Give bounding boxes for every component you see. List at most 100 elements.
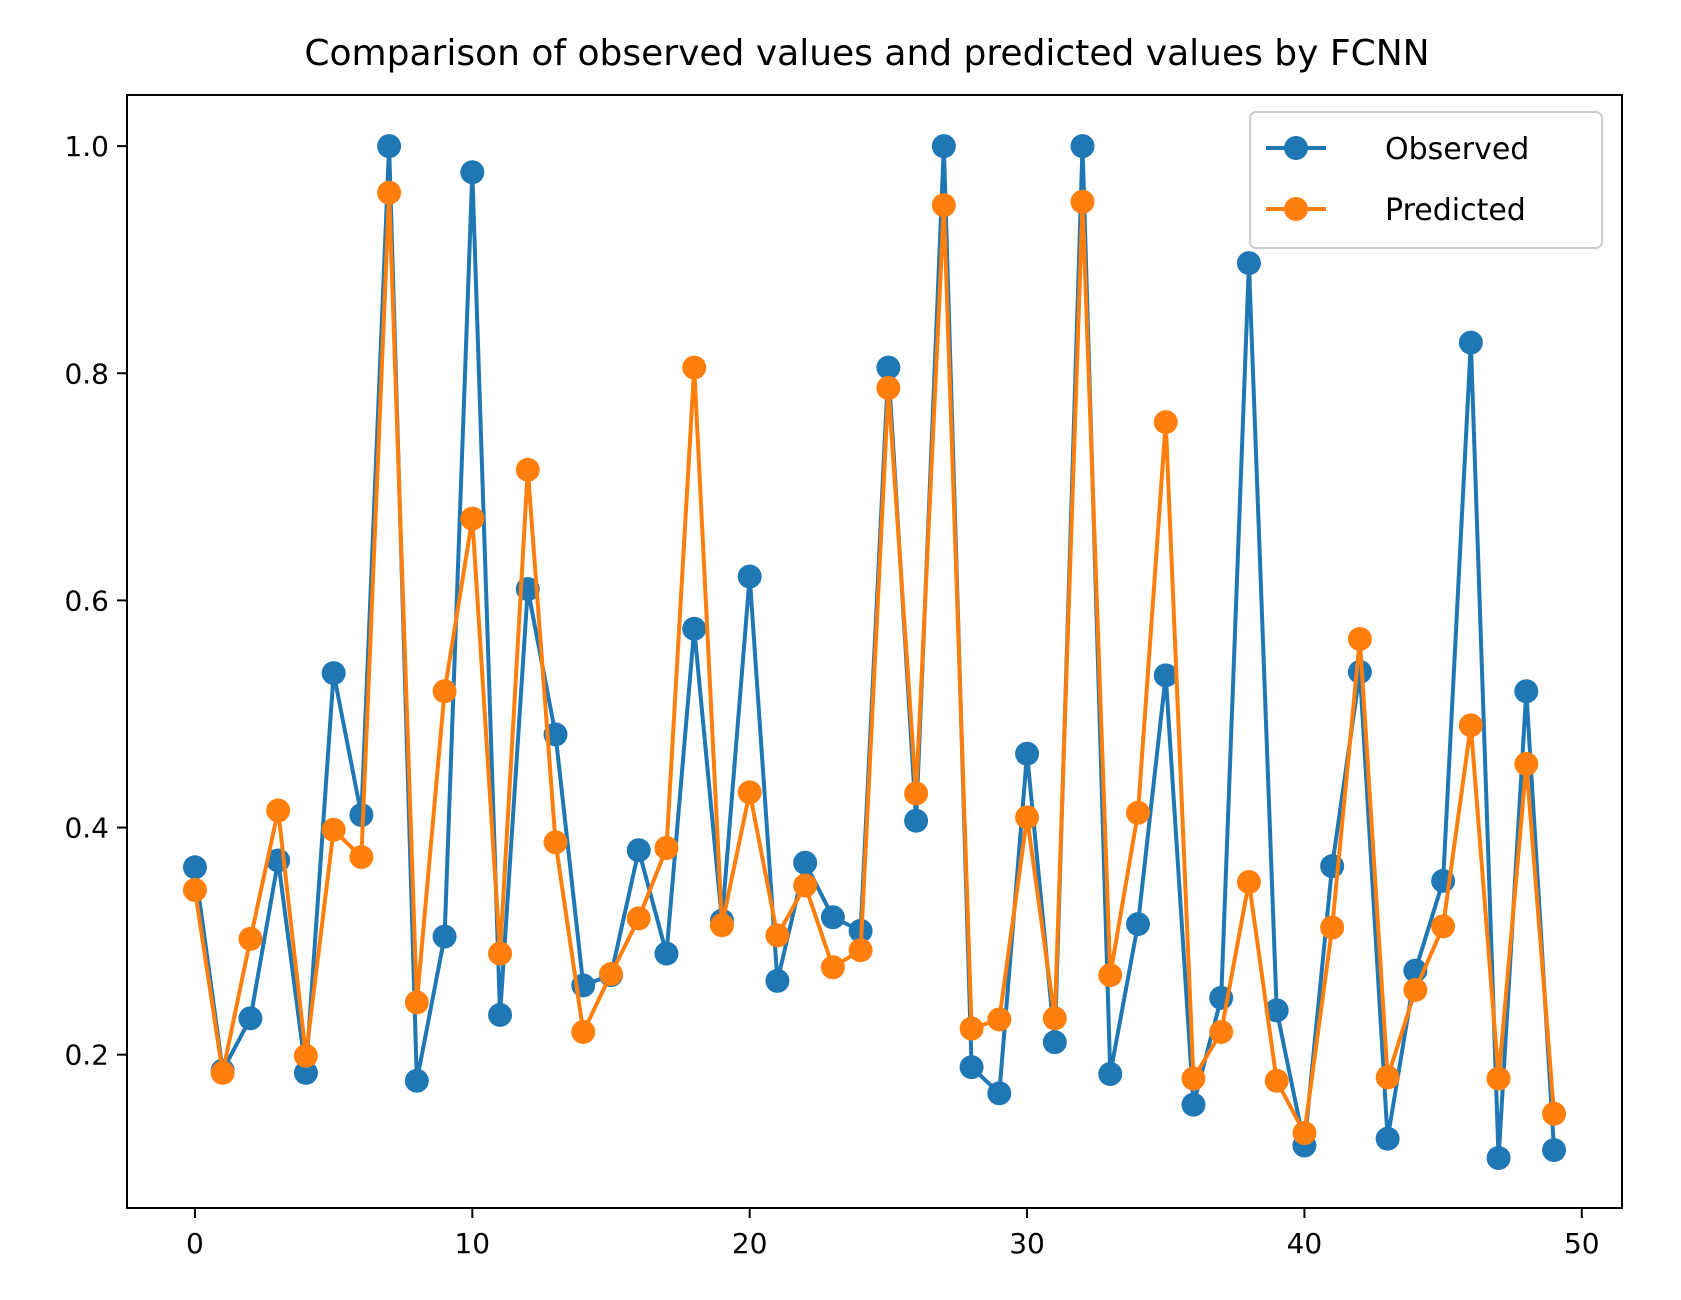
data-point-observed [959,1055,984,1080]
data-point-predicted [571,1019,596,1044]
data-point-observed [293,1060,318,1085]
data-point-observed [626,838,651,863]
data-point-predicted [1375,1065,1400,1090]
data-point-predicted [599,962,624,987]
data-point-predicted [238,926,263,951]
data-point-observed [682,616,707,641]
data-point-predicted [626,906,651,931]
data-point-predicted [1431,914,1456,939]
data-point-predicted [1486,1066,1511,1091]
data-point-predicted [765,923,790,948]
data-point-predicted [654,835,679,860]
data-point-observed [1125,912,1150,937]
data-point-observed [737,564,762,589]
data-point-predicted [1209,1019,1234,1044]
data-point-observed [765,968,790,993]
data-point-predicted [1098,963,1123,988]
chart-title: Comparison of observed values and predic… [304,33,1429,74]
data-point-observed [460,160,485,185]
data-point-observed [1514,679,1539,704]
data-point-observed [182,855,207,880]
data-point-predicted [876,376,901,401]
data-point-predicted [682,355,707,380]
data-point-predicted [987,1007,1012,1032]
data-point-predicted [904,781,929,806]
data-point-predicted [1320,915,1345,940]
data-point-predicted [377,180,402,205]
y-tick-label: 0.2 [64,1039,109,1072]
x-tick-label: 40 [1287,1227,1323,1260]
data-point-predicted [321,817,346,842]
data-point-observed [931,134,956,159]
data-point-observed [488,1002,513,1027]
data-point-observed [432,924,457,949]
data-point-predicted [848,938,873,963]
data-point-predicted [1181,1066,1206,1091]
data-point-observed [1236,251,1261,276]
data-point-observed [404,1068,429,1093]
data-point-predicted [515,457,540,482]
data-point-predicted [182,878,207,902]
series-layer [182,134,1567,1171]
data-point-predicted [543,830,568,855]
series-predicted [182,180,1567,1146]
legend: Observed Predicted [1249,111,1603,249]
data-point-observed [1486,1146,1511,1171]
y-tick-label: 0.6 [64,584,109,617]
data-point-observed [1015,741,1040,766]
plot-frame [126,94,1623,1209]
data-point-predicted [1236,870,1261,895]
data-point-observed [1098,1061,1123,1086]
data-point-predicted [1292,1121,1317,1146]
x-tick-label: 0 [186,1227,204,1260]
data-point-predicted [959,1016,984,1041]
legend-label-predicted: Predicted [1385,193,1526,228]
x-tick-label: 20 [732,1227,768,1260]
data-point-predicted [1015,805,1040,830]
data-point-predicted [1125,800,1150,825]
data-point-predicted [293,1043,318,1068]
data-point-predicted [349,845,374,870]
data-point-predicted [404,990,429,1015]
data-point-predicted [820,955,845,980]
data-point-observed [321,661,346,686]
data-point-observed [1042,1030,1067,1055]
data-point-predicted [210,1060,235,1085]
data-point-observed [1153,663,1178,688]
legend-marker-observed [1284,136,1308,160]
data-point-predicted [488,941,513,966]
data-point-predicted [1347,627,1372,652]
data-point-observed [987,1081,1012,1106]
data-point-observed [377,134,402,159]
y-tick-label: 0.8 [64,357,109,390]
data-point-predicted [460,506,485,531]
x-tick-label: 10 [454,1227,490,1260]
data-point-observed [820,905,845,930]
data-point-observed [1458,330,1483,355]
data-point-observed [793,850,818,875]
data-point-predicted [1403,977,1428,1002]
data-point-predicted [1514,751,1539,776]
axes-layer: 0 10 20 30 40 50 0.2 0.4 0.6 0.8 1.0 [64,94,1623,1260]
legend-box [1249,111,1603,249]
data-point-predicted [1070,189,1095,214]
data-point-predicted [1264,1068,1289,1093]
y-tick-label: 0.4 [64,812,109,845]
data-point-predicted [432,679,457,704]
x-tick-label: 50 [1564,1227,1600,1260]
y-tick-label: 1.0 [64,130,109,163]
data-point-observed [654,941,679,966]
data-point-predicted [1458,713,1483,738]
data-point-observed [876,355,901,380]
data-point-observed [1375,1126,1400,1151]
data-point-observed [1181,1092,1206,1117]
data-point-predicted [709,913,734,938]
data-point-predicted [266,798,291,823]
data-point-observed [238,1006,263,1031]
legend-label-observed: Observed [1385,132,1529,167]
series-line-predicted [192,190,1557,1136]
data-point-predicted [1042,1006,1067,1031]
data-point-predicted [793,873,818,898]
data-point-observed [1542,1138,1567,1163]
